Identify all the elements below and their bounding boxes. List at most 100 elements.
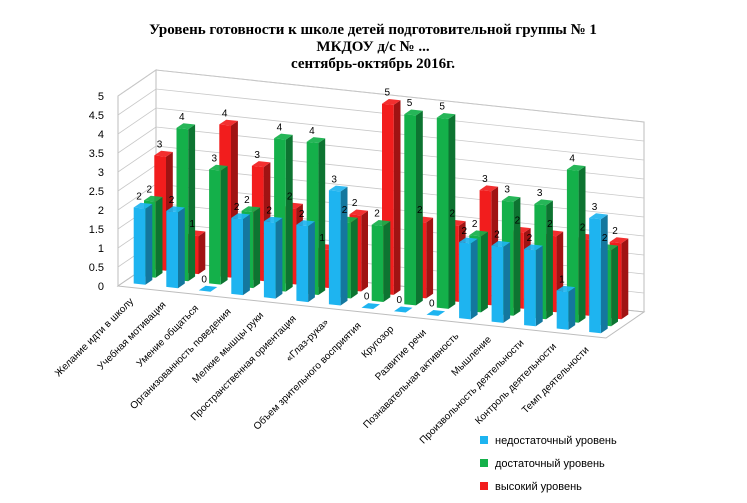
bar-1-14: [556, 285, 576, 330]
data-label: 3: [537, 188, 543, 199]
bar-side-face: [275, 217, 283, 299]
bar-flat-face: [361, 303, 380, 309]
bar-top-face: [566, 164, 586, 171]
bar-side-face: [426, 217, 434, 299]
data-label: 2: [417, 205, 423, 216]
bar-side-face: [308, 221, 315, 303]
data-label: 4: [309, 126, 315, 137]
data-label: 3: [331, 174, 337, 185]
bar-top-face: [371, 220, 391, 226]
category-label: Темп деятельности: [520, 345, 591, 416]
bar-front-face: [524, 249, 536, 327]
bar-front-face: [231, 217, 243, 296]
bar-2-14: [566, 164, 586, 323]
data-label: 2: [547, 219, 553, 230]
bar-1-3: [198, 285, 218, 292]
bar-flat-face: [426, 310, 446, 316]
bar-1-6: [296, 220, 315, 303]
bar-1-4: [231, 213, 250, 296]
data-label: 1: [559, 275, 565, 286]
bar-top-face: [219, 119, 238, 126]
bar-front-face: [589, 218, 601, 334]
bar-1-12: [491, 240, 511, 323]
bar-front-face: [263, 221, 276, 299]
data-label: 2: [580, 223, 586, 234]
y-tick-label: 3: [98, 167, 104, 179]
bar-side-face: [178, 207, 185, 289]
y-tick-label: 0.5: [89, 262, 104, 274]
legend: недостаточный уровень достаточный уровень…: [480, 435, 617, 493]
bar-2-9: [404, 109, 423, 306]
y-tick-label: 4.5: [89, 110, 104, 122]
data-label: 3: [592, 202, 598, 213]
bar-side-face: [535, 245, 543, 327]
bar-side-face: [578, 166, 586, 323]
bar-top-face: [469, 230, 488, 237]
y-tick-label: 5: [98, 91, 104, 103]
bar-top-face: [209, 164, 228, 171]
bar-1-11: [459, 237, 478, 320]
bar-flat-face: [198, 285, 218, 292]
bar-side-face: [188, 124, 196, 282]
bar-top-face: [589, 213, 608, 220]
bar-front-face: [166, 210, 178, 289]
bar-top-face: [404, 109, 423, 116]
bar-side-face: [600, 214, 608, 334]
data-label: 2: [244, 195, 250, 206]
bar-top-face: [263, 216, 283, 223]
gridline: [117, 107, 645, 161]
legend-item: высокий уровень: [480, 481, 582, 493]
data-label: 5: [439, 102, 445, 113]
bar-top-face: [166, 206, 185, 213]
bar-side-face: [350, 217, 358, 299]
bar-1-10: [426, 310, 446, 316]
bar-top-face: [524, 244, 543, 251]
bar-side-face: [285, 134, 293, 292]
data-label: 3: [504, 185, 510, 196]
bar-flat-face: [394, 306, 413, 313]
legend-item: достаточный уровень: [480, 458, 605, 470]
bar-top-face: [231, 213, 250, 220]
bar-side-face: [253, 207, 261, 289]
bar-1-13: [524, 244, 543, 327]
y-tick-label: 0: [98, 281, 104, 293]
data-label: 2: [352, 198, 358, 209]
bar-side-face: [470, 238, 478, 320]
bar-front-face: [556, 290, 569, 330]
gridline: [117, 88, 645, 142]
data-label: 0: [397, 295, 403, 306]
bar-top-face: [133, 202, 153, 209]
y-tick-label: 3.5: [89, 148, 104, 160]
data-label: 2: [234, 202, 240, 213]
bar-top-face: [328, 185, 348, 192]
bar-front-face: [328, 190, 341, 306]
bar-top-face: [144, 195, 163, 202]
bar-top-face: [296, 220, 315, 227]
bar-front-face: [566, 169, 579, 323]
category-label: Мелкие мышцы руки: [190, 310, 266, 386]
bar-front-face: [436, 117, 449, 309]
data-label: 2: [462, 226, 468, 237]
legend-label: высокий уровень: [495, 481, 582, 493]
data-label: 3: [482, 174, 488, 185]
bar-side-face: [198, 231, 206, 275]
bar-side-face: [361, 210, 368, 292]
bar-front-face: [209, 169, 221, 285]
bar-2-10: [436, 113, 456, 309]
bar-top-face: [491, 240, 511, 247]
bar-top-face: [251, 161, 271, 168]
bar-side-face: [416, 110, 423, 306]
bar-1-7: [328, 185, 348, 306]
bar-side-face: [546, 200, 553, 320]
bar-top-face: [274, 133, 293, 140]
bar-top-face: [609, 237, 629, 244]
data-label: 2: [527, 233, 533, 244]
bar-1-15: [589, 213, 608, 334]
data-label: 0: [429, 299, 435, 310]
bar-side-face: [513, 197, 521, 316]
y-tick-label: 1.5: [89, 224, 104, 236]
legend-swatch: [480, 482, 488, 490]
data-label: 4: [569, 154, 575, 165]
gridline: [117, 145, 645, 199]
bar-side-face: [568, 287, 576, 330]
